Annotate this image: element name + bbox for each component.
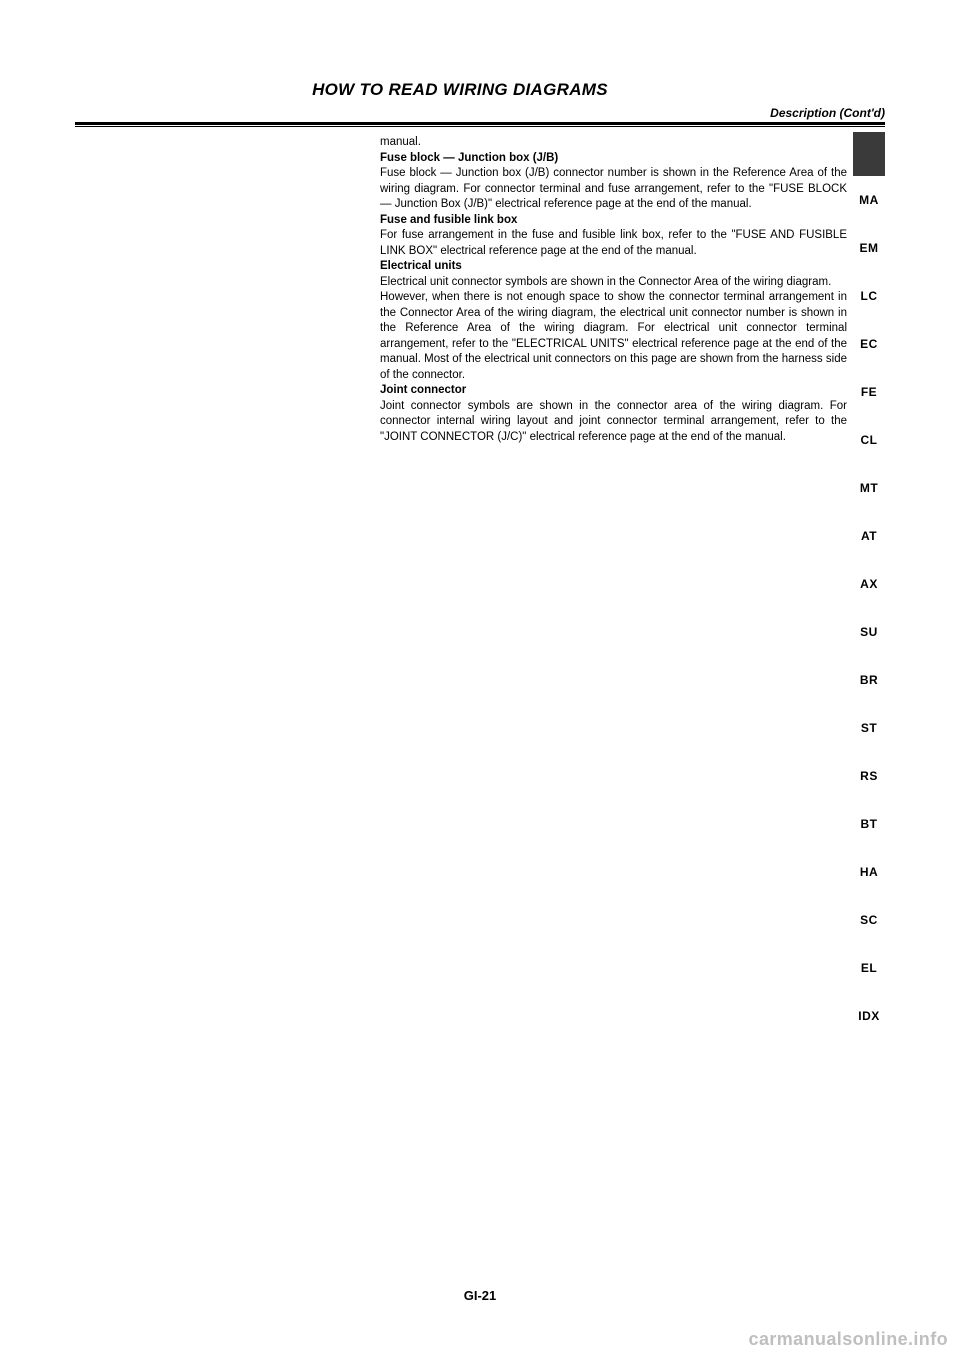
tab-em[interactable]: EM bbox=[853, 224, 885, 272]
divider-thin bbox=[75, 126, 885, 127]
heading-fuse-fusible-link: Fuse and fusible link box bbox=[380, 213, 847, 229]
tab-mt[interactable]: MT bbox=[853, 464, 885, 512]
tab-ax[interactable]: AX bbox=[853, 560, 885, 608]
header-title: HOW TO READ WIRING DIAGRAMS bbox=[35, 80, 885, 100]
tab-idx[interactable]: IDX bbox=[853, 992, 885, 1040]
body-electrical-units-2: However, when there is not enough space … bbox=[380, 290, 847, 383]
body-joint-connector: Joint connector symbols are shown in the… bbox=[380, 399, 847, 446]
tab-at[interactable]: AT bbox=[853, 512, 885, 560]
tab-ec[interactable]: EC bbox=[853, 320, 885, 368]
heading-joint-connector: Joint connector bbox=[380, 383, 847, 399]
body-continuation: manual. bbox=[380, 135, 847, 151]
header-subtitle: Description (Cont'd) bbox=[75, 106, 885, 120]
tab-el[interactable]: EL bbox=[853, 944, 885, 992]
watermark: carmanualsonline.info bbox=[749, 1329, 948, 1350]
heading-electrical-units: Electrical units bbox=[380, 259, 847, 275]
tab-fe[interactable]: FE bbox=[853, 368, 885, 416]
tab-rs[interactable]: RS bbox=[853, 752, 885, 800]
tab-su[interactable]: SU bbox=[853, 608, 885, 656]
body-fuse-fusible-link: For fuse arrangement in the fuse and fus… bbox=[380, 228, 847, 259]
tab-gi-active[interactable] bbox=[853, 132, 885, 176]
body-electrical-units-1: Electrical unit connector symbols are sh… bbox=[380, 275, 847, 291]
tab-ha[interactable]: HA bbox=[853, 848, 885, 896]
body-fuse-block-jb: Fuse block — Junction box (J/B) connecto… bbox=[380, 166, 847, 213]
tab-bt[interactable]: BT bbox=[853, 800, 885, 848]
section-tabs: MA EM LC EC FE CL MT AT AX SU BR ST RS B… bbox=[853, 132, 885, 1040]
page-container: HOW TO READ WIRING DIAGRAMS Description … bbox=[0, 0, 960, 1358]
tab-br[interactable]: BR bbox=[853, 656, 885, 704]
tab-ma[interactable]: MA bbox=[853, 176, 885, 224]
content-area: manual. Fuse block — Junction box (J/B) … bbox=[75, 135, 885, 445]
tab-sc[interactable]: SC bbox=[853, 896, 885, 944]
tab-lc[interactable]: LC bbox=[853, 272, 885, 320]
tab-cl[interactable]: CL bbox=[853, 416, 885, 464]
divider-thick bbox=[75, 122, 885, 125]
page-number: GI-21 bbox=[0, 1288, 960, 1303]
tab-st[interactable]: ST bbox=[853, 704, 885, 752]
heading-fuse-block-jb: Fuse block — Junction box (J/B) bbox=[380, 151, 847, 167]
content-text: manual. Fuse block — Junction box (J/B) … bbox=[380, 135, 885, 445]
content-left-margin bbox=[75, 135, 380, 445]
